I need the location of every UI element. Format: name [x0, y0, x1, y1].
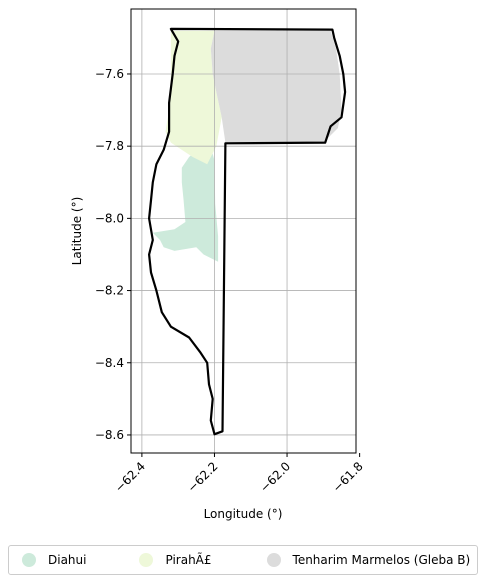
y-axis-label: Latitude (°)	[70, 197, 84, 266]
y-tick-label: −8.4	[95, 356, 124, 370]
legend-label-diahui: Diahui	[48, 553, 87, 567]
region-pirah	[165, 30, 222, 165]
x-tick-label: −61.8	[330, 459, 366, 495]
plot-frame	[130, 8, 357, 454]
legend-marker-diahui	[22, 553, 36, 567]
y-tick-label: −8.6	[95, 428, 124, 442]
legend-item-diahui: Diahui	[22, 553, 86, 567]
territory-outline	[148, 27, 347, 436]
legend: Diahui PirahÃ£ Tenharim Marmelos (Gleba …	[8, 545, 478, 575]
y-tick-label: −8.2	[95, 284, 124, 298]
x-axis-label: Longitude (°)	[204, 507, 283, 521]
y-axis: −7.6 −7.8 −8.0 −8.2 −8.4 −8.6	[95, 67, 131, 442]
legend-label-tenharim: Tenharim Marmelos (Gleba B)	[292, 553, 471, 567]
outline-layer	[148, 27, 347, 436]
region-diahui	[152, 142, 219, 262]
x-axis: −62.4 −62.2 −62.0 −61.8	[112, 453, 366, 495]
legend-label-piraha: PirahÃ£	[165, 553, 212, 567]
legend-item-piraha: PirahÃ£	[139, 553, 212, 567]
y-tick-label: −8.0	[95, 211, 124, 225]
grid-layer	[131, 9, 356, 453]
x-tick-label: −62.2	[185, 459, 221, 495]
region-tenharim-marmelos-gleba-b	[210, 30, 342, 143]
region-layer	[152, 30, 342, 262]
x-tick-label: −62.0	[257, 459, 293, 495]
y-tick-label: −7.8	[95, 139, 124, 153]
legend-item-tenharim: Tenharim Marmelos (Gleba B)	[266, 553, 471, 567]
legend-marker-piraha	[139, 553, 154, 567]
y-tick-label: −7.6	[95, 67, 124, 81]
legend-marker-tenharim	[266, 553, 281, 567]
x-tick-label: −62.4	[112, 459, 148, 495]
